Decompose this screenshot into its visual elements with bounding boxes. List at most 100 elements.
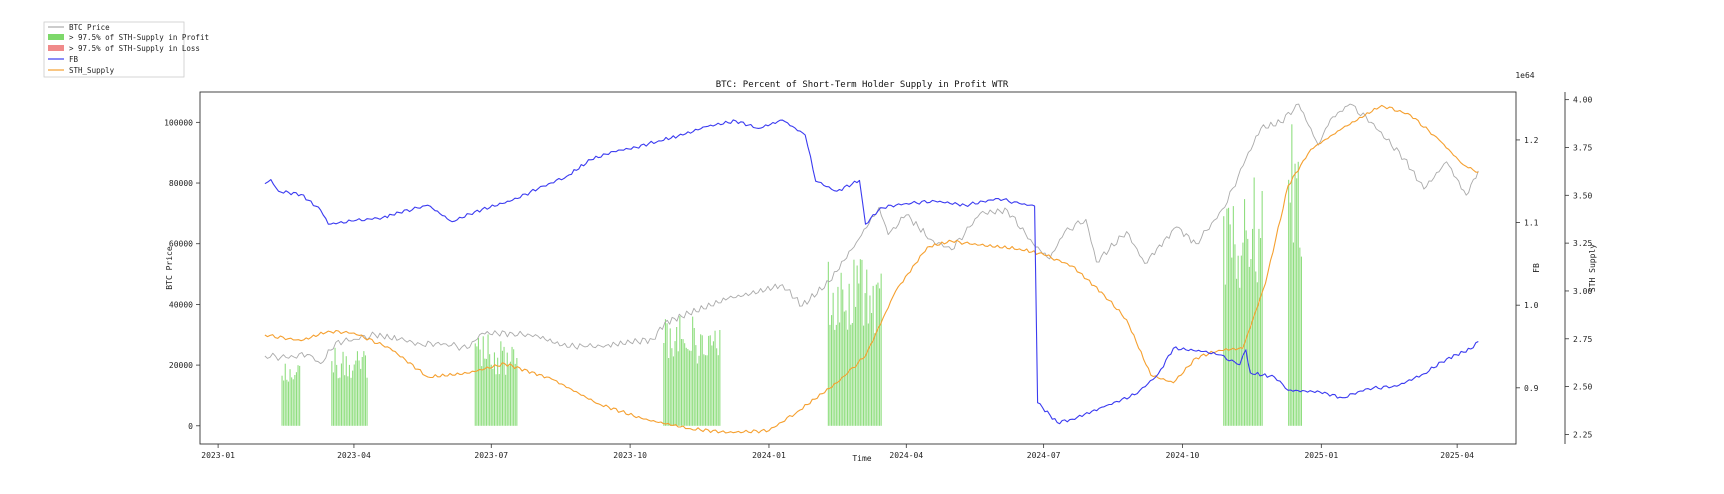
profit-region-bar (497, 357, 499, 426)
profit-region-bar (481, 366, 483, 426)
y-right1-axis-title: FB (1532, 263, 1541, 273)
profit-region-bar (501, 350, 503, 426)
profit-region-bar (283, 380, 285, 426)
profit-region-bar (863, 325, 865, 426)
profit-region-bar (879, 288, 881, 426)
profit-region-bar (866, 269, 868, 426)
y-right2-tick-label: 3.25 (1573, 239, 1592, 248)
profit-region-bar (864, 293, 866, 426)
y-right2-tick-label: 3.00 (1573, 287, 1592, 296)
profit-region-bar (706, 355, 708, 426)
profit-region-bar (492, 368, 494, 426)
profit-region-bar (676, 327, 678, 426)
profit-region-bar (877, 282, 879, 426)
profit-region-bar (513, 349, 515, 426)
profit-region-bar (284, 363, 286, 426)
y-right2-tick-label: 2.75 (1573, 335, 1592, 344)
profit-region-bar (1250, 259, 1252, 426)
profit-region-bar (287, 381, 289, 426)
profit-region-bar (1244, 199, 1246, 426)
profit-region-bar (842, 289, 844, 426)
profit-region-bar (295, 372, 297, 426)
y-left-tick-label: 20000 (169, 361, 193, 370)
profit-region-bar (342, 351, 344, 426)
profit-region-bar (1252, 228, 1254, 426)
series-lines (264, 103, 1479, 434)
profit-region-bar (1224, 284, 1226, 426)
profit-region-bar (1294, 163, 1296, 426)
profit-region-bar (867, 323, 869, 426)
profit-region-bar (695, 345, 697, 426)
profit-region-bar (493, 352, 495, 426)
profit-region-bar (832, 292, 834, 426)
profit-region-2 (474, 334, 518, 426)
profit-region-bar (506, 352, 508, 426)
profit-region-bar (505, 374, 507, 426)
profit-region-bar (495, 374, 497, 426)
profit-region-1 (331, 347, 368, 426)
profit-region-bar (291, 377, 293, 426)
profit-region-bar (859, 259, 861, 426)
profit-region-bar (680, 339, 682, 426)
profit-region-bar (837, 286, 839, 426)
profit-region-bar (1253, 177, 1255, 426)
profit-region-bar (508, 365, 510, 426)
profit-region-bar (1245, 230, 1247, 426)
y-right2-tick-label: 2.25 (1573, 430, 1592, 439)
profit-region-bar (869, 295, 871, 426)
x-tick-label: 2023-01 (201, 451, 235, 460)
legend-label-loss: > 97.5% of STH-Supply in Loss (69, 44, 200, 53)
profit-region-bar (484, 358, 486, 426)
profit-region-bar (685, 347, 687, 426)
profit-region-3 (663, 316, 721, 426)
profit-region-bar (709, 335, 711, 426)
profit-region-bar (850, 324, 852, 426)
profit-region-bar (360, 368, 362, 426)
profit-region-bar (663, 343, 665, 426)
profit-region-bar (698, 355, 700, 426)
profit-region-bar (674, 341, 676, 426)
y-right2-axis-title: STH Supply (1588, 244, 1597, 292)
profit-region-bar (286, 379, 288, 426)
y-left-tick-label: 0 (188, 422, 193, 431)
profit-region-bar (479, 349, 481, 426)
profit-region-bar (704, 355, 706, 426)
profit-region-bar (345, 356, 347, 426)
y-right1-tick-label: 1.1 (1524, 219, 1539, 228)
y-left-tick-label: 100000 (164, 118, 193, 127)
profit-region-bar (719, 330, 721, 426)
profit-region-bar (853, 259, 855, 426)
sth-supply-line (264, 104, 1479, 434)
x-tick-label: 2023-04 (337, 451, 371, 460)
profit-region-bar (871, 313, 873, 426)
profit-region-bar (1300, 256, 1302, 426)
profit-region-bar (840, 272, 842, 426)
profit-region-bar (679, 316, 681, 426)
profit-region-bar (1229, 224, 1231, 426)
profit-region-bar (503, 346, 505, 426)
profit-region-bar (511, 346, 513, 426)
profit-region-bar (344, 375, 346, 426)
profit-region-bar (827, 261, 829, 426)
profit-region-4 (827, 259, 882, 426)
profit-region-bar (1291, 124, 1293, 426)
profit-region-bar (289, 369, 291, 426)
legend-label-profit: > 97.5% of STH-Supply in Profit (69, 33, 209, 42)
profit-region-bar (717, 355, 719, 426)
profit-region-bar (1258, 228, 1260, 426)
profit-region-bar (677, 351, 679, 426)
profit-region-bar (687, 349, 689, 426)
y-left-axis-title: BTC Price (165, 246, 174, 290)
profit-region-bar (847, 329, 849, 426)
profit-region-bar (334, 347, 336, 426)
profit-region-bar (666, 323, 668, 426)
chart-title: BTC: Percent of Short-Term Holder Supply… (716, 80, 1009, 90)
profit-regions (281, 124, 1302, 426)
profit-region-bar (664, 319, 666, 426)
profit-region-bar (364, 355, 366, 426)
profit-region-5 (1223, 177, 1263, 426)
profit-region-bar (353, 364, 355, 426)
y-left-tick-label: 80000 (169, 179, 193, 188)
profit-region-bar (297, 365, 299, 426)
x-tick-label: 2024-07 (1027, 451, 1061, 460)
